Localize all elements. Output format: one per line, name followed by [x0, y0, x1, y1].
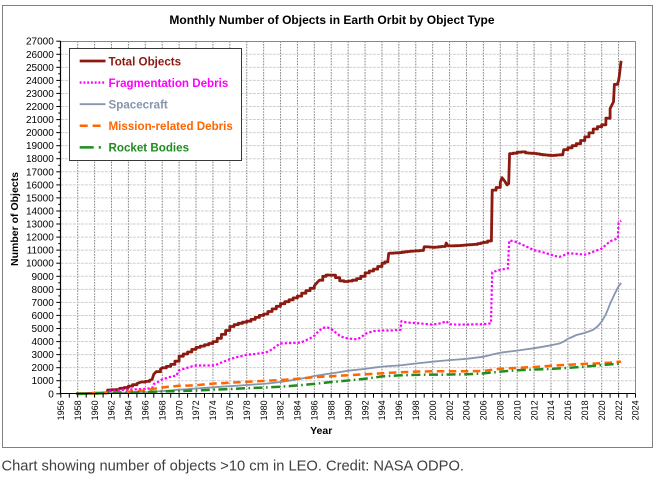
svg-text:13000: 13000 — [26, 220, 54, 231]
svg-text:Fragmentation Debris: Fragmentation Debris — [109, 77, 229, 90]
svg-text:1982: 1982 — [276, 400, 286, 420]
svg-text:27000: 27000 — [26, 37, 54, 48]
svg-text:2016: 2016 — [563, 400, 573, 420]
svg-text:15000: 15000 — [26, 193, 54, 204]
svg-text:22000: 22000 — [26, 102, 54, 113]
svg-text:Chart showing number of object: Chart showing number of objects >10 cm i… — [2, 458, 464, 474]
svg-text:1972: 1972 — [191, 400, 201, 420]
svg-text:10000: 10000 — [26, 259, 54, 270]
svg-text:12000: 12000 — [26, 233, 54, 244]
svg-text:Year: Year — [310, 425, 332, 437]
svg-text:1988: 1988 — [326, 400, 336, 420]
svg-text:8000: 8000 — [32, 285, 55, 296]
svg-text:2010: 2010 — [512, 400, 522, 420]
svg-text:6000: 6000 — [32, 311, 55, 322]
svg-text:1970: 1970 — [174, 400, 184, 420]
svg-text:1000: 1000 — [32, 376, 55, 387]
svg-text:1968: 1968 — [157, 400, 167, 420]
svg-text:17000: 17000 — [26, 167, 54, 178]
svg-text:9000: 9000 — [32, 272, 55, 283]
svg-text:Rocket Bodies: Rocket Bodies — [109, 142, 190, 155]
svg-text:11000: 11000 — [27, 246, 55, 257]
svg-text:25000: 25000 — [26, 63, 54, 74]
svg-text:16000: 16000 — [26, 180, 54, 191]
svg-text:1990: 1990 — [343, 400, 353, 420]
svg-text:2014: 2014 — [546, 400, 556, 420]
svg-text:1978: 1978 — [242, 400, 252, 420]
svg-text:3000: 3000 — [32, 350, 55, 361]
svg-text:1992: 1992 — [360, 400, 370, 420]
svg-text:1958: 1958 — [73, 400, 83, 420]
svg-text:1994: 1994 — [377, 400, 387, 420]
svg-text:1986: 1986 — [310, 400, 320, 420]
svg-text:1964: 1964 — [124, 400, 134, 420]
svg-text:20000: 20000 — [26, 128, 54, 139]
svg-text:19000: 19000 — [26, 141, 54, 152]
svg-text:Mission-related Debris: Mission-related Debris — [109, 120, 233, 133]
svg-text:2008: 2008 — [496, 400, 506, 420]
svg-text:2020: 2020 — [597, 400, 607, 420]
svg-text:Spacecraft: Spacecraft — [109, 99, 168, 112]
svg-text:2012: 2012 — [529, 400, 539, 420]
svg-text:2018: 2018 — [580, 400, 590, 420]
svg-text:14000: 14000 — [26, 207, 54, 218]
svg-text:1966: 1966 — [141, 400, 151, 420]
svg-text:2002: 2002 — [445, 400, 455, 420]
svg-text:1998: 1998 — [411, 400, 421, 420]
svg-text:2000: 2000 — [32, 363, 55, 374]
svg-text:2022: 2022 — [614, 400, 624, 420]
svg-text:1962: 1962 — [107, 400, 117, 420]
svg-text:2024: 2024 — [631, 400, 641, 420]
svg-text:7000: 7000 — [32, 298, 55, 309]
svg-text:23000: 23000 — [26, 89, 54, 100]
svg-text:1974: 1974 — [208, 400, 218, 420]
svg-text:5000: 5000 — [32, 324, 55, 335]
svg-text:2000: 2000 — [428, 400, 438, 420]
svg-text:1960: 1960 — [90, 400, 100, 420]
svg-text:1984: 1984 — [293, 400, 303, 420]
svg-text:1996: 1996 — [394, 400, 404, 420]
svg-text:18000: 18000 — [26, 154, 54, 165]
svg-text:0: 0 — [48, 389, 54, 400]
svg-text:2004: 2004 — [462, 400, 472, 420]
svg-text:Monthly Number of Objects in E: Monthly Number of Objects in Earth Orbit… — [169, 13, 494, 27]
svg-text:1980: 1980 — [259, 400, 269, 420]
svg-text:21000: 21000 — [26, 115, 54, 126]
svg-text:1976: 1976 — [225, 400, 235, 420]
svg-text:4000: 4000 — [32, 337, 55, 348]
svg-text:Total Objects: Total Objects — [109, 55, 182, 68]
svg-text:2006: 2006 — [479, 400, 489, 420]
svg-text:24000: 24000 — [26, 76, 54, 87]
svg-text:Number of Objects: Number of Objects — [9, 172, 21, 266]
svg-text:1956: 1956 — [56, 400, 66, 420]
svg-text:26000: 26000 — [26, 50, 54, 61]
